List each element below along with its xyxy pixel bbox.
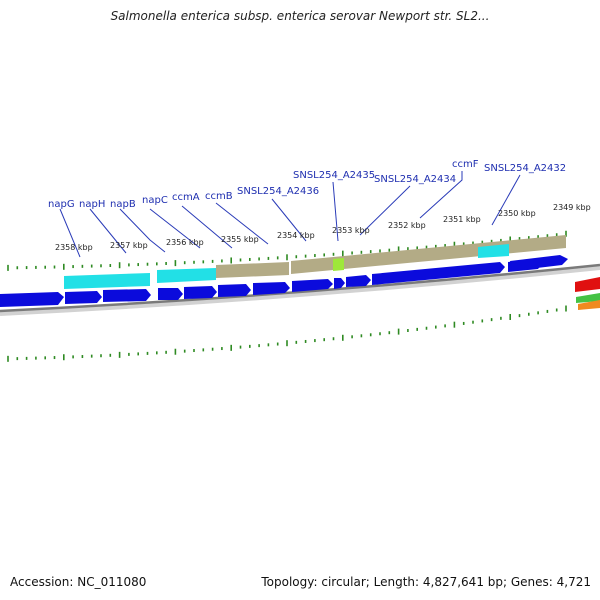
cds-track [0,255,568,307]
cds-arrow[interactable] [158,288,183,300]
feature-cyan-3[interactable] [478,244,509,258]
cds-arrow[interactable] [510,255,568,271]
gene-label-SNSL254_A2434[interactable]: SNSL254_A2434 [374,174,456,185]
tick-label: 2351 kbp [443,215,481,224]
feature-track [64,235,566,289]
feature-red[interactable] [575,277,600,292]
gene-label-SNSL254_A2436[interactable]: SNSL254_A2436 [237,186,319,197]
leader-ccmA [181,205,233,249]
tick-label: 2356 kbp [166,238,204,247]
edge-features [575,277,600,310]
tick-label: 2352 kbp [388,221,426,230]
feature-cyan-2[interactable] [157,268,216,283]
cds-arrow[interactable] [0,292,64,307]
gene-label-ccmB[interactable]: ccmB [205,191,233,202]
leader-napG [59,208,81,258]
gene-label-napH[interactable]: napH [79,199,105,210]
leader-SNSL254_A2435 [332,181,339,242]
tick-label: 2355 kbp [221,235,259,244]
cds-arrow[interactable] [372,262,505,285]
tick-labels: 2358 kbp 2357 kbp 2356 kbp 2355 kbp 2354… [55,203,591,252]
backbone-shadow [0,266,600,316]
backbone-line [0,263,600,313]
cds-arrow[interactable] [253,282,290,295]
inner-tick-track [7,305,567,362]
leader-ccmB [215,202,269,245]
feature-khaki-2[interactable] [291,235,566,274]
leader-lines [59,171,521,258]
map-title: Salmonella enterica subsp. enterica sero… [110,9,490,23]
tick-label: 2353 kbp [332,226,370,235]
tick-label: 2354 kbp [277,231,315,240]
cds-arrow[interactable] [334,278,345,289]
leader-napC [149,208,201,249]
gene-label-SNSL254_A2432[interactable]: SNSL254_A2432 [484,163,566,174]
tick-label: 2358 kbp [55,243,93,252]
gene-label-SNSL254_A2435[interactable]: SNSL254_A2435 [293,170,375,181]
cds-arrow[interactable] [184,286,217,299]
leader-SNSL254_A2434 [359,185,411,236]
accession-text: Accession: NC_011080 [10,575,147,589]
leader-SNSL254_A2432 [491,174,521,226]
gene-label-ccmF[interactable]: ccmF [452,159,479,170]
feature-green-edge[interactable] [576,293,600,303]
feature-khaki-1[interactable] [216,262,289,278]
feature-cyan-1[interactable] [64,273,150,289]
tick-label: 2349 kbp [553,203,591,212]
leader-napH [89,208,127,254]
leader-SNSL254_A2436 [271,198,307,242]
feature-orange[interactable] [578,300,600,310]
gene-labels: napG napH napB napC ccmA ccmB SNSL254_A2… [48,159,566,210]
feature-green[interactable] [333,258,344,271]
gene-label-napB[interactable]: napB [110,199,136,210]
leader-ccmF [419,171,463,219]
genome-summary-text: Topology: circular; Length: 4,827,641 bp… [261,575,591,589]
gene-label-napC[interactable]: napC [142,195,168,206]
cds-arrow[interactable] [292,279,333,292]
cds-arrow[interactable] [103,289,151,302]
cds-arrow[interactable] [65,291,102,304]
tick-label: 2350 kbp [498,209,536,218]
gene-label-napG[interactable]: napG [48,199,75,210]
gene-label-ccmA[interactable]: ccmA [172,192,200,203]
cds-arrow[interactable] [346,275,371,287]
tick-label: 2357 kbp [110,241,148,250]
leader-napB [119,208,166,253]
cds-arrow[interactable] [218,284,251,297]
